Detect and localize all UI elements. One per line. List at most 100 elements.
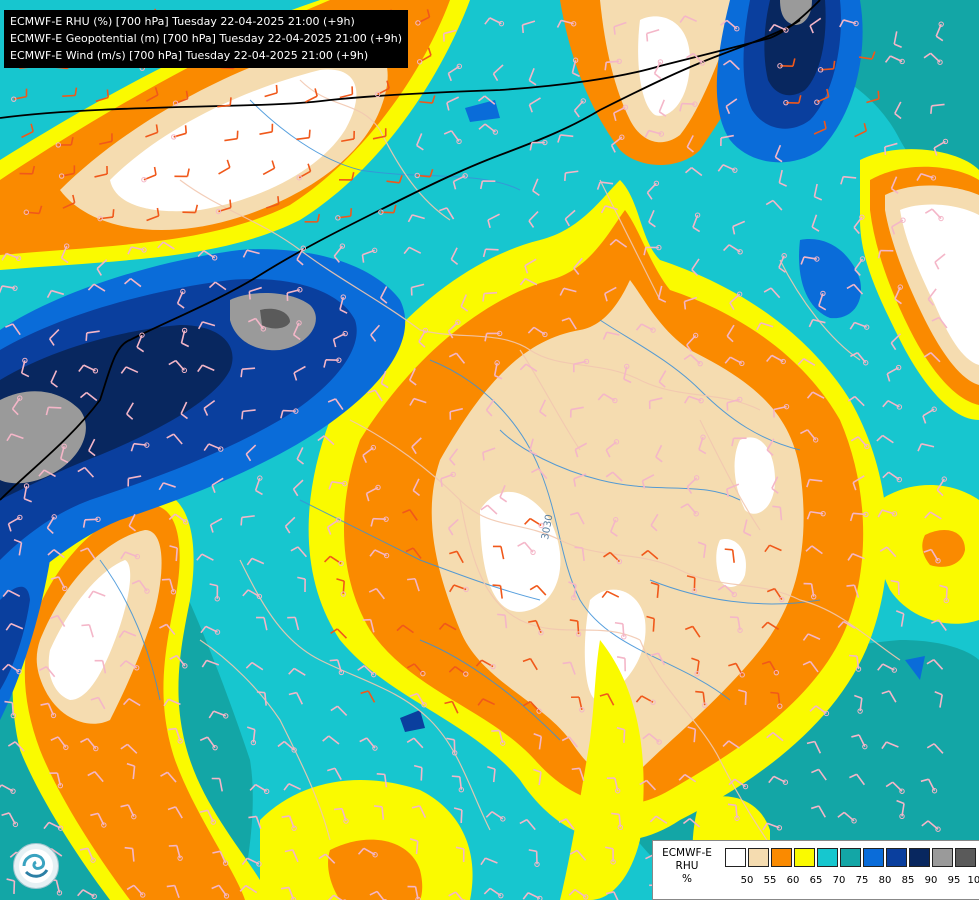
calm-wind-marker	[371, 247, 378, 254]
calm-wind-marker	[612, 397, 618, 404]
wind-barb-flag	[823, 120, 827, 129]
calm-wind-marker	[293, 408, 299, 414]
calm-wind-marker	[780, 358, 786, 365]
wind-barb-flag	[522, 657, 531, 663]
wind-barb-flag	[806, 479, 811, 488]
wind-barb-flag	[249, 784, 257, 791]
calm-wind-marker	[820, 510, 826, 517]
wind-barb-flag	[882, 471, 890, 479]
wind-barb	[853, 584, 860, 598]
wind-barb	[852, 553, 865, 560]
wind-barb-flag	[852, 482, 857, 491]
wind-barb	[43, 469, 56, 478]
calm-wind-marker	[97, 215, 103, 222]
wind-barb-flag	[766, 354, 773, 363]
wind-barb-flag	[774, 156, 783, 163]
wind-barb-flag	[723, 244, 730, 252]
wind-barb-flag	[877, 250, 882, 259]
calm-wind-marker	[612, 516, 619, 523]
wind-barb-flag	[613, 112, 617, 122]
wind-barb-flag	[293, 372, 298, 381]
wind-barb-flag	[729, 302, 735, 311]
wind-barb	[809, 17, 822, 27]
wind-barb-flag	[603, 551, 611, 558]
wind-barb-flag	[686, 344, 693, 352]
calm-wind-marker	[250, 739, 257, 746]
calm-wind-marker	[859, 256, 866, 262]
wind-barb-flag	[849, 513, 854, 522]
wind-barb-flag	[398, 174, 403, 184]
wind-barb	[528, 210, 539, 222]
wind-barb-flag	[307, 163, 312, 172]
wind-barb-flag	[7, 741, 16, 747]
wind-barb-flag	[884, 146, 887, 155]
calm-wind-marker	[22, 357, 28, 364]
wind-barb	[574, 442, 588, 451]
wind-barb-flag	[426, 9, 431, 18]
calm-wind-marker	[863, 511, 869, 518]
wind-barb	[414, 578, 420, 592]
wind-barb	[293, 667, 306, 676]
wind-barb-flag	[720, 19, 728, 26]
wind-barb-flag	[297, 576, 306, 580]
calm-wind-marker	[214, 629, 221, 635]
wind-barb	[249, 286, 262, 293]
calm-wind-marker	[691, 588, 698, 594]
wind-barb	[224, 137, 238, 142]
wind-barb-flag	[885, 781, 894, 788]
wind-barb-flag	[46, 290, 53, 298]
wind-barb	[266, 203, 279, 209]
wind-barb-flag	[185, 90, 189, 99]
wind-barb	[938, 317, 948, 329]
wind-barb	[581, 547, 585, 561]
wind-barb	[689, 817, 701, 828]
calm-wind-marker	[571, 595, 577, 601]
wind-barb-flag	[802, 633, 809, 641]
wind-barb-flag	[126, 884, 135, 891]
wind-barb-flag	[924, 511, 931, 519]
wind-barb	[528, 68, 535, 81]
calm-wind-marker	[300, 245, 306, 251]
wind-barb-flag	[529, 142, 533, 151]
title-rhu: ECMWF-E RHU (%) [700 hPa] Tuesday 22-04-…	[10, 15, 355, 28]
legend-tick-90: 90	[924, 875, 938, 886]
wind-barb-flag	[246, 726, 256, 731]
wind-barb	[12, 323, 21, 336]
wind-barb-flag	[197, 250, 205, 257]
calm-wind-marker	[339, 243, 346, 249]
calm-wind-marker	[900, 217, 906, 223]
wind-barb-flag	[482, 293, 485, 302]
wind-barb	[684, 15, 698, 23]
wind-barb-flag	[917, 443, 923, 452]
wind-barb-flag	[649, 815, 657, 823]
wind-barb-flag	[416, 144, 424, 151]
wind-barb-flag	[330, 705, 338, 712]
wind-barb-flag	[891, 226, 896, 235]
wind-barb-flag	[646, 192, 653, 200]
calm-wind-marker	[694, 671, 700, 677]
wind-barb-flag	[568, 581, 577, 586]
wind-barb-flag	[45, 407, 50, 416]
wind-barb	[97, 697, 106, 710]
calm-wind-marker	[378, 209, 384, 215]
wind-barb-flag	[766, 587, 775, 593]
calm-wind-marker	[370, 671, 377, 678]
wind-barb-flag	[692, 226, 701, 233]
legend-tick-70: 70	[832, 875, 846, 886]
wind-barb-flag	[256, 691, 265, 694]
wind-barb-flag	[361, 254, 365, 263]
wind-barb	[927, 288, 937, 300]
wind-barb-flag	[248, 815, 257, 819]
wind-barb-flag	[679, 15, 686, 23]
wind-barb	[648, 209, 655, 223]
wind-barb	[615, 238, 628, 248]
calm-wind-marker	[851, 818, 857, 824]
title-geopotential: ECMWF-E Geopotential (m) [700 hPa] Tuesd…	[10, 32, 403, 45]
wind-barb-flag	[881, 690, 890, 695]
wind-barb-flag	[180, 413, 188, 420]
wind-barb-flag	[120, 366, 127, 374]
wind-barb-flag	[31, 165, 36, 174]
wind-barb-flag	[475, 659, 483, 667]
wind-barb-flag	[328, 481, 333, 490]
wind-barb-flag	[288, 667, 295, 675]
